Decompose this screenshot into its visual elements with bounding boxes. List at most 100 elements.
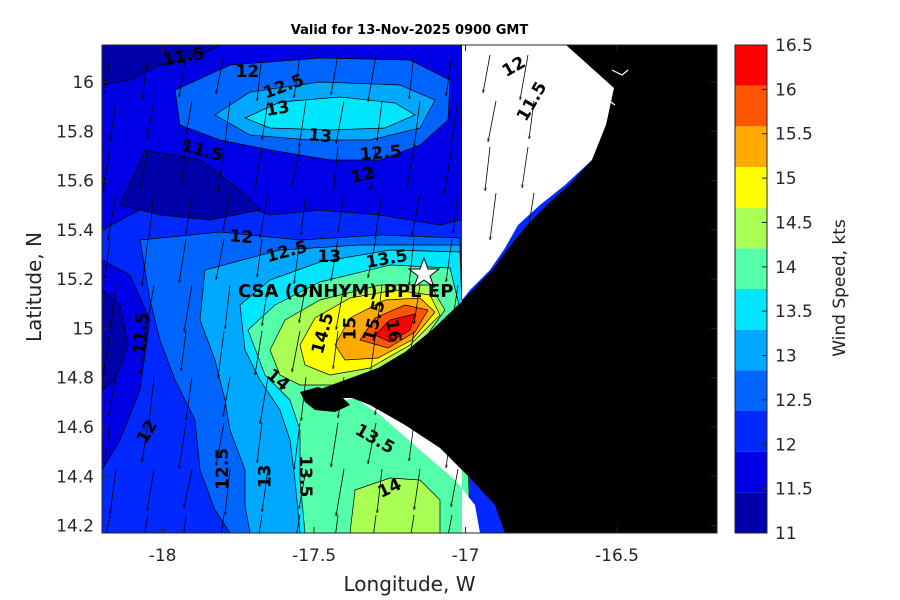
y-tick-label: 15 bbox=[72, 319, 94, 339]
wind-arrow bbox=[216, 238, 225, 280]
wind-arrow bbox=[186, 376, 193, 420]
wind-arrow bbox=[446, 54, 453, 96]
wind-arrow bbox=[375, 192, 383, 239]
wind-arrow bbox=[262, 468, 269, 512]
wind-arrow bbox=[103, 330, 111, 377]
colorbar-tick-label: 13.5 bbox=[775, 302, 813, 322]
wind-arrow bbox=[184, 100, 193, 146]
wind-arrow bbox=[110, 284, 117, 328]
x-tick-label: -17 bbox=[452, 546, 480, 566]
contour-label: 16 bbox=[381, 318, 405, 345]
wind-arrow bbox=[260, 192, 269, 238]
colorbar-segment bbox=[735, 289, 767, 330]
colorbar-segment bbox=[735, 451, 767, 493]
band-14-5-sw bbox=[349, 477, 441, 533]
wind-arrow bbox=[414, 468, 421, 510]
wind-vectors bbox=[103, 54, 535, 533]
wind-arrow bbox=[140, 146, 149, 188]
wind-arrow bbox=[368, 422, 377, 464]
wind-arrow bbox=[370, 146, 377, 190]
wind-arrow bbox=[412, 376, 421, 422]
wind-arrow bbox=[414, 284, 421, 324]
contour-label: 12 bbox=[236, 62, 260, 82]
colorbar-segment bbox=[735, 329, 767, 371]
band-11-mid bbox=[119, 149, 261, 221]
wind-arrow bbox=[147, 468, 155, 511]
wind-arrow bbox=[223, 192, 231, 231]
colorbar-segment bbox=[735, 492, 767, 533]
wind-arrow bbox=[181, 330, 187, 371]
wind-arrow bbox=[520, 54, 529, 100]
wind-arrow bbox=[258, 514, 263, 533]
colorbar-tick-label: 15 bbox=[775, 169, 797, 189]
contour-label: 13 bbox=[264, 97, 291, 121]
y-axis-label: Latitude, N bbox=[22, 232, 46, 342]
colorbar-tick-label: 14.5 bbox=[775, 213, 813, 233]
band-11-north bbox=[102, 45, 221, 86]
y-tick-label: 15.6 bbox=[56, 172, 94, 192]
wind-arrow bbox=[108, 376, 117, 416]
wind-arrow bbox=[377, 284, 383, 327]
wind-arrow bbox=[488, 100, 497, 142]
wind-arrow bbox=[103, 146, 111, 191]
y-tick-label: 15.2 bbox=[56, 270, 94, 290]
wind-arrow bbox=[225, 468, 231, 515]
wind-arrow bbox=[414, 100, 421, 148]
wind-arrow bbox=[149, 192, 155, 237]
wind-arrow bbox=[179, 54, 187, 97]
x-axis-ticks: -18 -17.5 -17 -16.5 bbox=[149, 45, 639, 566]
wind-arrow bbox=[186, 192, 193, 234]
wind-arrow bbox=[333, 330, 339, 369]
wind-arrow bbox=[301, 192, 307, 235]
wind-arrow bbox=[257, 54, 263, 101]
wind-arrow bbox=[446, 238, 453, 282]
wind-arrow bbox=[142, 238, 149, 286]
coast-outline bbox=[607, 69, 629, 106]
wind-arrow bbox=[483, 54, 491, 93]
colorbar-segment bbox=[735, 126, 767, 167]
wind-arrow bbox=[142, 422, 149, 462]
colorbar-segment bbox=[735, 248, 767, 289]
wind-arrow bbox=[110, 468, 117, 514]
colorbar-tick-label: 16 bbox=[775, 80, 797, 100]
wind-arrow bbox=[409, 54, 415, 99]
wind-arrow bbox=[444, 330, 453, 370]
y-tick-label: 14.4 bbox=[56, 467, 94, 487]
wind-arrow bbox=[255, 146, 263, 189]
wind-arrow bbox=[338, 192, 345, 232]
contour-label: 12 bbox=[229, 226, 254, 248]
wind-arrow bbox=[336, 284, 345, 330]
wind-arrow bbox=[377, 100, 383, 141]
colorbar-segment bbox=[735, 167, 767, 208]
wind-arrow bbox=[292, 146, 301, 186]
wind-arrow bbox=[409, 238, 415, 285]
colorbar-tick-label: 14 bbox=[775, 258, 797, 278]
wind-arrow bbox=[108, 192, 117, 240]
wind-arrow bbox=[142, 54, 149, 100]
wind-arrow bbox=[527, 192, 535, 237]
wind-arrow bbox=[522, 146, 529, 188]
wind-arrow bbox=[144, 514, 149, 533]
y-tick-label: 15.4 bbox=[56, 221, 94, 241]
wind-arrow bbox=[331, 54, 339, 95]
wind-arrow bbox=[448, 514, 453, 533]
wind-arrow bbox=[446, 422, 453, 468]
y-tick-label: 14.6 bbox=[56, 418, 94, 438]
wind-arrow bbox=[262, 284, 269, 326]
wind-arrow bbox=[181, 146, 187, 185]
wind-arrow bbox=[299, 284, 307, 323]
band-13-5-north bbox=[244, 96, 416, 131]
wind-arrow bbox=[179, 238, 187, 283]
y-axis-ticks: 14.2 14.4 14.6 14.8 15 15.2 15.4 15.6 15.8 16 bbox=[56, 73, 717, 537]
wind-arrow bbox=[179, 422, 187, 469]
wind-arrow bbox=[529, 100, 535, 139]
x-tick-label: -16.5 bbox=[595, 546, 639, 566]
y-tick-label: 14.8 bbox=[56, 369, 94, 389]
wind-arrow bbox=[373, 514, 377, 533]
wind-arrow bbox=[184, 468, 193, 508]
wind-arrow bbox=[453, 192, 459, 233]
wind-arrow bbox=[262, 100, 269, 140]
wind-arrow bbox=[299, 468, 307, 509]
